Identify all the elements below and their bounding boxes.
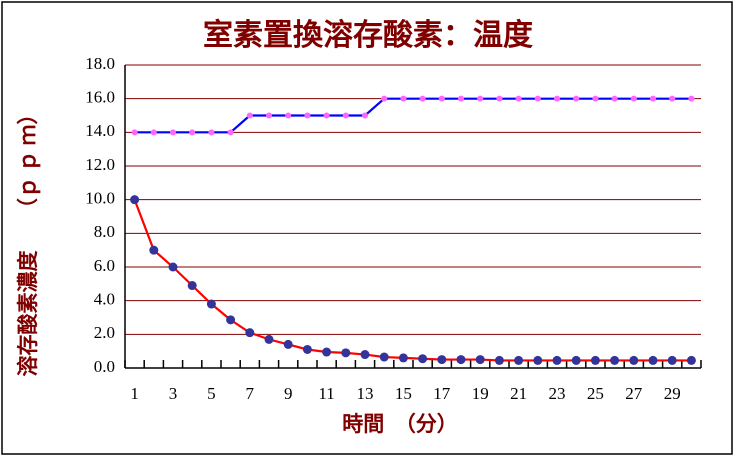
- data-point: [189, 129, 196, 136]
- data-point: [170, 129, 176, 136]
- x-tick-label: 23: [549, 384, 566, 403]
- data-point: [437, 355, 447, 365]
- x-tick-label: 5: [207, 384, 216, 403]
- x-axis-title: 時間 （分）: [342, 412, 458, 436]
- data-point: [496, 95, 503, 102]
- x-tick-label: 29: [664, 384, 681, 403]
- data-point: [341, 348, 351, 358]
- data-point: [456, 355, 466, 365]
- data-point: [398, 353, 408, 363]
- data-point: [629, 355, 639, 365]
- x-tick-label: 7: [246, 384, 255, 403]
- x-tick-label: 27: [625, 384, 643, 403]
- data-point: [227, 129, 234, 136]
- x-tick-label: 17: [433, 384, 451, 403]
- x-tick-label: 21: [510, 384, 527, 403]
- data-point: [418, 354, 428, 364]
- data-point: [475, 355, 485, 365]
- y-tick-label: 6.0: [94, 256, 115, 275]
- data-point: [150, 129, 157, 136]
- data-point: [650, 95, 656, 102]
- data-point: [534, 95, 541, 102]
- data-point: [130, 195, 140, 205]
- data-point: [477, 95, 484, 102]
- x-tick-label: 25: [587, 384, 604, 403]
- data-point: [342, 112, 349, 119]
- x-tick-label: 9: [284, 384, 293, 403]
- data-point: [458, 95, 464, 102]
- data-point: [226, 315, 236, 325]
- x-tick-label: 13: [357, 384, 374, 403]
- data-point: [610, 355, 620, 365]
- chart-frame: [1, 1, 733, 455]
- data-point: [246, 112, 253, 119]
- x-tick-label: 19: [472, 384, 489, 403]
- data-point: [611, 95, 618, 102]
- data-point: [206, 299, 216, 309]
- data-point: [648, 355, 658, 365]
- data-point: [419, 95, 426, 102]
- data-point: [515, 95, 522, 102]
- data-point: [245, 328, 255, 338]
- data-point: [381, 95, 388, 102]
- series-line: [134, 97, 692, 134]
- x-tick-label: 11: [318, 384, 334, 403]
- y-tick-label: 8.0: [94, 222, 115, 241]
- data-point: [302, 344, 312, 354]
- data-point: [514, 355, 524, 365]
- data-point: [533, 355, 543, 365]
- data-point: [304, 112, 311, 119]
- data-point: [360, 350, 370, 360]
- data-point: [438, 95, 445, 102]
- data-point: [590, 355, 600, 365]
- data-point: [264, 334, 274, 344]
- data-point: [552, 355, 562, 365]
- data-point: [149, 245, 159, 255]
- data-point: [283, 339, 293, 349]
- data-point: [362, 112, 368, 119]
- data-point: [494, 355, 504, 365]
- y-tick-label: 14.0: [85, 121, 115, 140]
- y-tick-label: 18.0: [85, 54, 115, 73]
- y-tick-label: 16.0: [85, 88, 115, 107]
- y-tick-label: 4.0: [94, 290, 115, 309]
- data-point: [168, 262, 178, 272]
- data-point: [630, 95, 637, 102]
- data-point: [573, 95, 580, 102]
- data-point: [592, 95, 599, 102]
- data-point: [131, 129, 138, 136]
- data-point: [187, 281, 197, 291]
- y-tick-label: 0.0: [94, 357, 115, 376]
- data-point: [400, 95, 407, 102]
- data-point: [686, 355, 696, 365]
- data-point: [554, 95, 560, 102]
- data-point: [323, 112, 330, 119]
- data-point: [667, 355, 677, 365]
- data-point: [208, 129, 215, 136]
- data-point: [571, 355, 581, 365]
- data-point: [322, 347, 332, 357]
- data-point: [688, 95, 695, 102]
- chart-title: 室素置換溶存酸素：温度: [203, 18, 533, 52]
- data-point: [285, 112, 292, 119]
- y-tick-label: 12.0: [85, 155, 115, 174]
- data-point: [266, 112, 272, 119]
- y-tick-label: 10.0: [85, 189, 115, 208]
- x-tick-label: 3: [169, 384, 178, 403]
- x-tick-label: 15: [395, 384, 412, 403]
- x-tick-label: 1: [130, 384, 139, 403]
- data-point: [379, 352, 389, 362]
- y-tick-label: 2.0: [94, 323, 115, 342]
- y-axis-title: 溶存酸素濃度 （ｐ ｐ ｍ）: [16, 104, 41, 377]
- data-point: [669, 95, 676, 102]
